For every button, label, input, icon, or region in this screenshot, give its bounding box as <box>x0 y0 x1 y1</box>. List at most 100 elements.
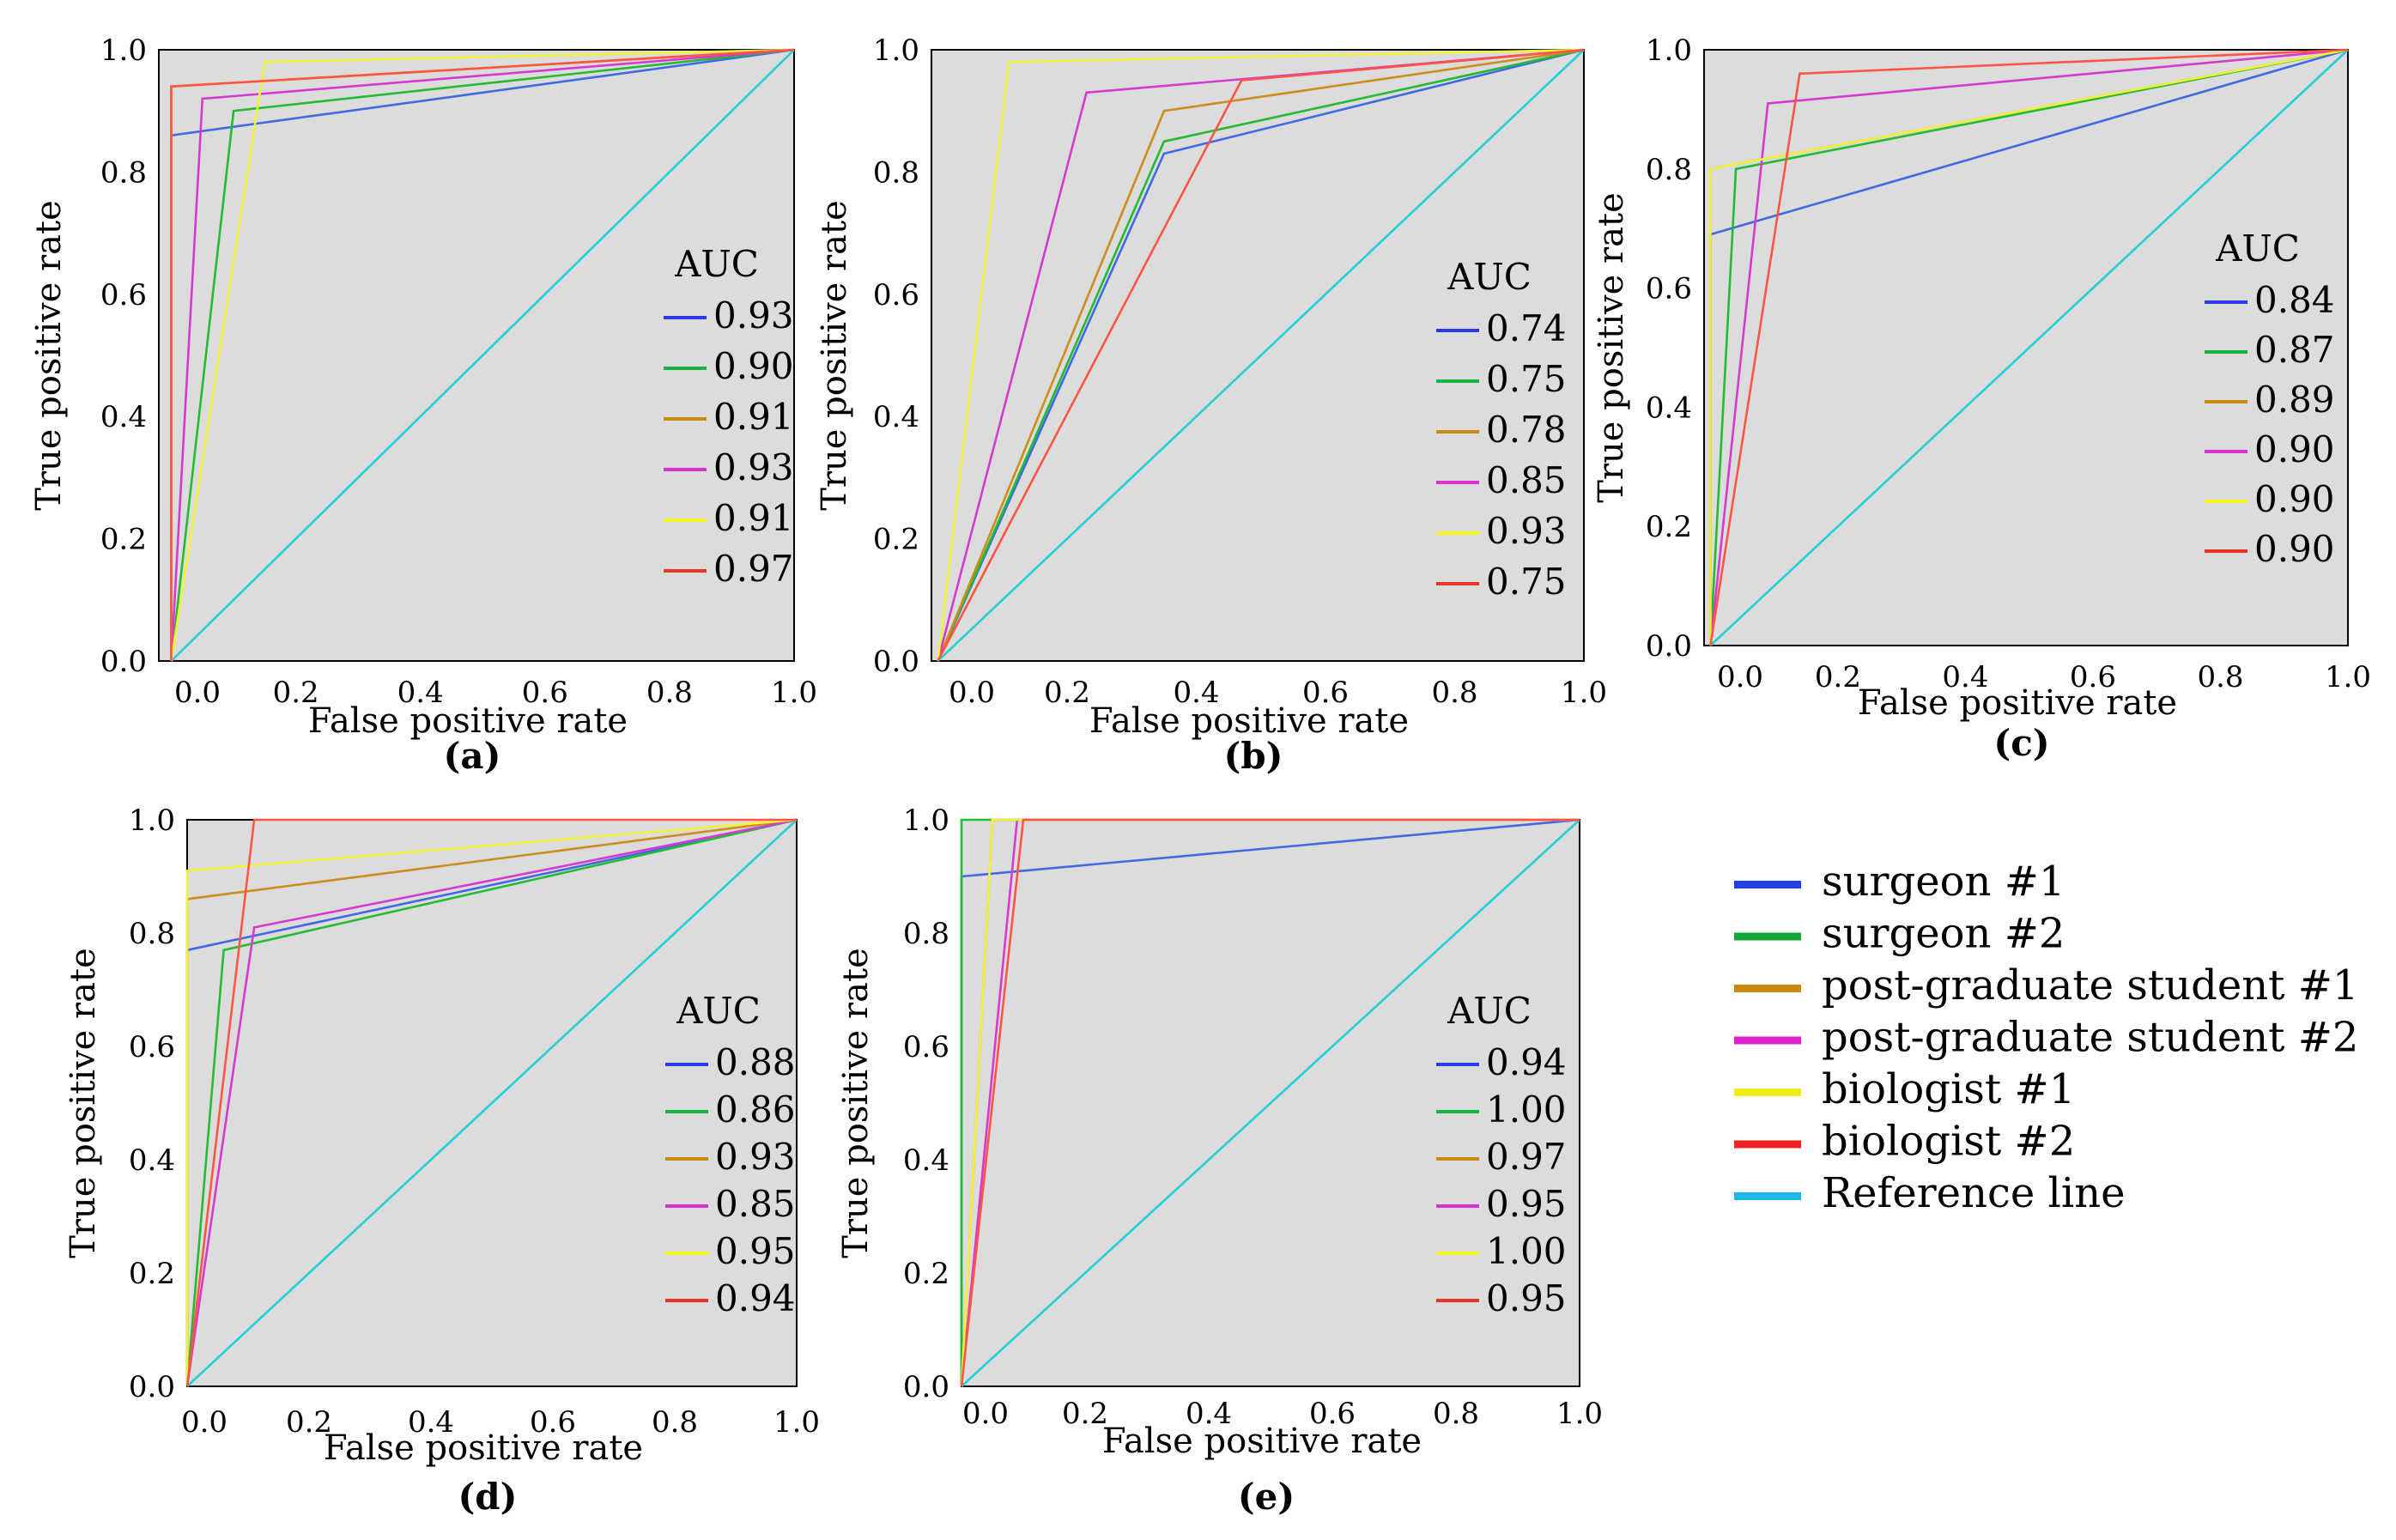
legend-label: post-graduate student #1 <box>1822 961 2358 1009</box>
legend-swatch <box>1734 985 1801 992</box>
roc-curve-biologist-1 <box>170 48 795 662</box>
auc-value: 0.95 <box>1486 1183 1567 1225</box>
x-tick-label: 0.2 <box>1815 660 1861 694</box>
auc-title: AUC <box>674 243 759 285</box>
x-tick-label: 0.6 <box>522 676 568 710</box>
roc-curve-surgeon-1 <box>937 48 1585 662</box>
y-tick-label: 0.2 <box>100 523 147 557</box>
roc-panel-5: 0.0 0.2 0.4 0.6 0.8 1.0 0.0 0.2 0.4 0.6 0.8 1.0 Fals… <box>836 803 1603 1518</box>
roc-curve-biologist-1 <box>937 48 1585 662</box>
y-tick-label: 0.0 <box>903 1370 949 1404</box>
y-tick-label: 1.0 <box>903 803 949 838</box>
x-tick-label: 0.8 <box>1433 1397 1479 1431</box>
roc-curve-biologist-1 <box>185 818 798 1386</box>
y-tick-label: 0.2 <box>1646 510 1692 544</box>
roc-curve-reference-line <box>1709 49 2349 646</box>
x-axis-label: False positive rate <box>1089 701 1409 741</box>
x-tick-label: 0.2 <box>1044 676 1090 710</box>
auc-value: 0.91 <box>713 396 794 438</box>
y-tick-label: 0.4 <box>129 1143 175 1178</box>
y-tick-label: 0.4 <box>1646 391 1692 425</box>
auc-value: 1.00 <box>1486 1230 1567 1272</box>
auc-value: 1.00 <box>1486 1088 1567 1131</box>
roc-curve-biologist-2 <box>185 818 797 1387</box>
roc-curve-biologist-2 <box>1709 48 2349 646</box>
x-tick-label: 0.4 <box>1186 1397 1232 1431</box>
auc-value: 0.90 <box>2254 478 2335 520</box>
roc-curve-reference-line <box>961 819 1580 1387</box>
auc-title: AUC <box>1447 256 1532 298</box>
y-axis-label: True positive rate <box>29 200 69 511</box>
legend-swatch <box>1734 881 1801 888</box>
x-tick-label: 0.6 <box>530 1405 576 1440</box>
y-tick-label: 0.0 <box>129 1370 175 1404</box>
x-tick-label: 0.8 <box>652 1405 698 1440</box>
x-tick-label: 0.2 <box>286 1405 332 1440</box>
auc-value: 0.85 <box>715 1183 796 1225</box>
roc-panel-4: 0.0 0.2 0.4 0.6 0.8 1.0 0.0 0.2 0.4 0.6 0.8 1.0 Fals… <box>64 803 820 1518</box>
auc-value: 0.95 <box>1486 1277 1567 1319</box>
y-axis-label: True positive rate <box>836 948 876 1258</box>
x-tick-label: 0.6 <box>1302 676 1349 710</box>
roc-curve-reference-line <box>170 49 795 662</box>
x-tick-label: 0.2 <box>1062 1397 1108 1431</box>
legend-swatch <box>1734 1036 1801 1045</box>
roc-curve-reference-line <box>937 49 1585 662</box>
y-tick-label: 1.0 <box>1646 33 1692 68</box>
auc-value: 0.93 <box>713 294 794 336</box>
legend-label: surgeon #1 <box>1822 858 2065 906</box>
x-tick-label: 1.0 <box>2325 660 2371 694</box>
legend-label: Reference line <box>1822 1169 2126 1217</box>
auc-value: 0.89 <box>2254 379 2335 421</box>
auc-value: 0.90 <box>2254 428 2335 470</box>
auc-value: 0.95 <box>715 1230 796 1272</box>
auc-value: 0.78 <box>1486 409 1567 451</box>
y-tick-label: 0.2 <box>129 1257 175 1291</box>
auc-value: 0.74 <box>1486 307 1567 349</box>
x-tick-label: 0.4 <box>1942 660 1988 694</box>
legend-swatch <box>1734 932 1801 941</box>
auc-value: 0.90 <box>2254 528 2335 570</box>
x-tick-label: 1.0 <box>771 676 817 710</box>
roc-curve-surgeon-2 <box>1709 48 2349 646</box>
legend-label: biologist #2 <box>1822 1118 2075 1166</box>
roc-panel-2: 0.0 0.2 0.4 0.6 0.8 1.0 0.0 0.2 0.4 0.6 0.8 1.0 Fals… <box>815 33 1607 777</box>
panel-label: (a) <box>444 735 501 777</box>
plot-area <box>158 49 795 662</box>
x-tick-label: 1.0 <box>1556 1397 1603 1431</box>
roc-curve-biologist-2 <box>170 48 795 661</box>
y-tick-label: 0.4 <box>873 400 919 434</box>
y-axis-label: True positive rate <box>815 200 854 511</box>
auc-value: 0.93 <box>713 446 794 488</box>
roc-curve-reference-line <box>186 819 798 1387</box>
auc-value: 0.88 <box>715 1041 796 1083</box>
y-tick-label: 0.4 <box>903 1143 949 1178</box>
x-tick-label: 0.8 <box>1431 676 1477 710</box>
y-tick-label: 1.0 <box>873 33 919 68</box>
y-tick-label: 0.0 <box>100 645 147 679</box>
auc-value: 0.94 <box>1486 1041 1567 1083</box>
x-tick-label: 0.0 <box>174 676 221 710</box>
y-tick-label: 0.0 <box>1646 629 1692 664</box>
roc-curve-post-graduate-student-2 <box>170 48 795 662</box>
x-tick-label: 0.4 <box>1173 676 1219 710</box>
x-tick-label: 0.0 <box>181 1405 227 1440</box>
legend-swatch <box>1734 1192 1801 1200</box>
y-tick-label: 0.0 <box>873 645 919 679</box>
auc-value: 0.97 <box>713 548 794 590</box>
roc-curve-biologist-1 <box>1709 48 2349 646</box>
y-tick-label: 0.6 <box>100 278 147 312</box>
roc-curve-surgeon-2 <box>937 48 1585 662</box>
y-tick-label: 0.6 <box>1646 272 1692 306</box>
x-tick-label: 0.6 <box>1309 1397 1356 1431</box>
x-axis-label: False positive rate <box>1858 683 2177 723</box>
x-tick-label: 0.6 <box>2070 660 2116 694</box>
x-tick-label: 0.0 <box>1717 660 1763 694</box>
auc-value: 0.91 <box>713 497 794 539</box>
x-tick-label: 0.8 <box>2197 660 2243 694</box>
roc-curve-biologist-2 <box>960 818 1580 1387</box>
roc-curve-surgeon-2 <box>185 818 798 1387</box>
x-tick-label: 1.0 <box>1561 676 1607 710</box>
